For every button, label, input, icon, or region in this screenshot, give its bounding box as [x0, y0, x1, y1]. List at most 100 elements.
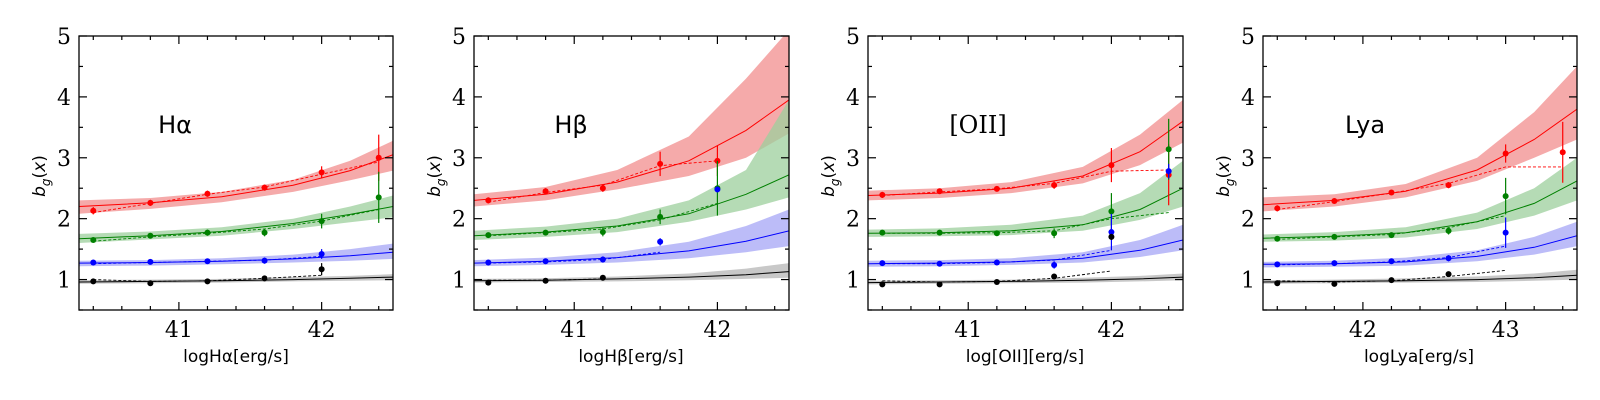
- confidence-band-blue: [79, 243, 393, 267]
- confidence-band-black: [1263, 269, 1577, 284]
- data-point-green: [1388, 232, 1395, 239]
- data-point-blue: [204, 258, 211, 265]
- y-axis-label: bg(x): [1214, 155, 1237, 197]
- x-tick-label: 42: [1097, 318, 1125, 343]
- dashed-line-red: [882, 169, 1169, 196]
- y-tick-label: 5: [452, 25, 466, 50]
- data-point-black: [936, 281, 943, 288]
- y-tick-label: 3: [1241, 147, 1255, 172]
- confidence-band-red: [1263, 66, 1577, 212]
- panel-title: [OII]: [949, 111, 1006, 139]
- y-tick-label: 1: [57, 269, 71, 294]
- data-point-blue: [147, 258, 154, 265]
- panel-title: Lya: [1345, 111, 1385, 139]
- data-point-blue: [1051, 261, 1058, 268]
- y-tick-label: 4: [846, 86, 860, 111]
- data-point-green: [1331, 233, 1338, 240]
- data-point-black: [147, 280, 154, 287]
- data-point-black: [879, 281, 886, 288]
- data-point-green: [657, 213, 664, 220]
- x-tick-label: 41: [165, 318, 193, 343]
- data-point-red: [485, 197, 492, 204]
- data-point-black: [1331, 280, 1338, 287]
- dashed-line-red: [93, 161, 379, 214]
- data-point-blue: [485, 259, 492, 266]
- data-point-blue: [261, 257, 268, 264]
- y-tick-label: 1: [452, 269, 466, 294]
- data-point-black: [1445, 271, 1452, 278]
- data-point-red: [1108, 162, 1115, 169]
- dashed-line-blue: [488, 251, 661, 264]
- x-tick-label: 42: [308, 318, 336, 343]
- panel-oii: [OII] log[OII][erg/s] bg(x) 1 2 3 4 5 41 42: [819, 25, 1184, 367]
- data-point-black: [90, 278, 97, 285]
- fit-line-green: [868, 187, 1183, 234]
- confidence-band-green: [868, 160, 1183, 237]
- y-tick-label: 3: [846, 147, 860, 172]
- data-point-blue: [879, 260, 886, 267]
- dashed-line-red: [1277, 166, 1563, 210]
- data-point-blue: [993, 259, 1000, 266]
- panel-title: Hβ: [554, 111, 587, 139]
- data-point-blue: [318, 250, 325, 257]
- data-point-red: [993, 185, 1000, 192]
- data-point-green: [993, 230, 1000, 237]
- data-point-blue: [1331, 260, 1338, 267]
- dashed-line-green: [93, 209, 379, 242]
- data-point-red: [936, 188, 943, 195]
- y-tick-label: 3: [452, 147, 466, 172]
- data-point-red: [318, 169, 325, 176]
- data-point-red: [1388, 189, 1395, 196]
- y-tick-label: 2: [57, 208, 71, 233]
- plot-area: [474, 36, 789, 286]
- dashed-line-blue: [882, 249, 1112, 265]
- data-point-blue: [1445, 255, 1452, 262]
- fit-line-red: [1263, 108, 1577, 206]
- data-point-green: [936, 229, 943, 236]
- y-tick-label: 4: [57, 86, 71, 111]
- dashed-line-blue: [93, 255, 322, 265]
- data-point-green: [147, 232, 154, 239]
- data-point-red: [1051, 182, 1058, 189]
- plot-frame: [867, 35, 1184, 311]
- data-point-green: [318, 218, 325, 225]
- confidence-band-green: [79, 195, 393, 243]
- data-point-red: [375, 154, 382, 161]
- data-point-green: [542, 229, 549, 236]
- dashed-line-black: [93, 274, 322, 282]
- data-point-black: [485, 279, 492, 286]
- data-point-red: [204, 190, 211, 197]
- data-point-blue: [90, 259, 97, 266]
- x-tick-label: 42: [703, 318, 731, 343]
- y-tick-label: 1: [846, 269, 860, 294]
- data-point-red: [90, 207, 97, 214]
- y-tick-label: 2: [452, 208, 466, 233]
- data-point-black: [318, 266, 325, 273]
- y-tick-label: 5: [57, 25, 71, 50]
- data-point-red: [1502, 150, 1509, 157]
- fit-line-red: [868, 120, 1183, 196]
- data-point-black: [993, 278, 1000, 285]
- data-point-black: [1274, 280, 1281, 287]
- confidence-band-red: [474, 36, 789, 207]
- data-point-red: [879, 191, 886, 198]
- data-point-blue: [936, 260, 943, 267]
- data-point-green: [1445, 227, 1452, 234]
- confidence-band-black: [79, 274, 393, 284]
- data-point-green: [204, 229, 211, 236]
- data-point-blue: [1108, 229, 1115, 236]
- data-point-red: [657, 160, 664, 167]
- dashed-line-green: [882, 212, 1169, 234]
- data-point-red: [1559, 149, 1566, 156]
- data-point-green: [599, 229, 606, 236]
- panel-hbeta: Hβ logHβ[erg/s] bg(x) 1 2 3 4 5 41 42: [425, 25, 790, 367]
- y-axis-label: bg(x): [425, 155, 448, 197]
- x-axis-label: log[OII][erg/s]: [966, 347, 1084, 367]
- data-point-red: [542, 188, 549, 195]
- x-tick-label: 41: [954, 318, 982, 343]
- x-tick-label: 41: [560, 318, 588, 343]
- confidence-band-blue: [868, 224, 1183, 267]
- panel-halpha: Hα logHα[erg/s] bg(x) 1 2 3 4 5 41 42: [30, 25, 394, 367]
- data-point-red: [147, 199, 154, 206]
- y-axis-label: bg(x): [30, 155, 53, 197]
